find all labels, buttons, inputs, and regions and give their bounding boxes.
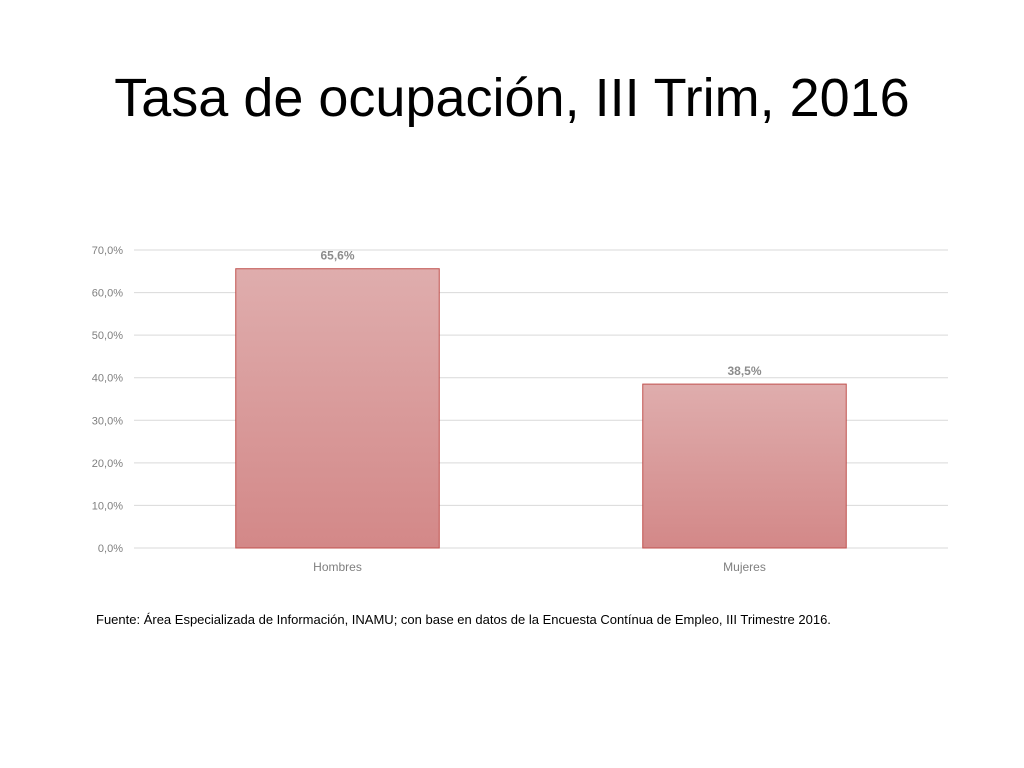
y-tick-label: 20,0%	[92, 458, 123, 470]
y-tick-label: 50,0%	[92, 330, 123, 342]
data-label-mujeres: 38,5%	[727, 364, 761, 378]
bar-mujeres	[642, 383, 847, 549]
data-labels: 65,6% 38,5%	[320, 249, 761, 378]
bar-hombres	[235, 268, 440, 549]
x-axis-categories: Hombres Mujeres	[313, 560, 766, 574]
y-tick-label: 30,0%	[92, 415, 123, 427]
bars	[235, 268, 847, 549]
category-label-hombres: Hombres	[313, 560, 362, 574]
y-tick-label: 60,0%	[92, 288, 123, 300]
category-label-mujeres: Mujeres	[723, 560, 766, 574]
y-tick-label: 0,0%	[98, 543, 123, 555]
y-tick-label: 40,0%	[92, 373, 123, 385]
y-axis-ticks: 0,0% 10,0% 20,0% 30,0% 40,0% 50,0% 60,0% 70,0%	[92, 245, 123, 555]
y-tick-label: 10,0%	[92, 500, 123, 512]
source-note: Fuente: Área Especializada de Informació…	[96, 612, 831, 627]
y-tick-label: 70,0%	[92, 245, 123, 257]
chart-title: Tasa de ocupación, III Trim, 2016	[114, 68, 910, 128]
data-label-hombres: 65,6%	[320, 249, 354, 263]
